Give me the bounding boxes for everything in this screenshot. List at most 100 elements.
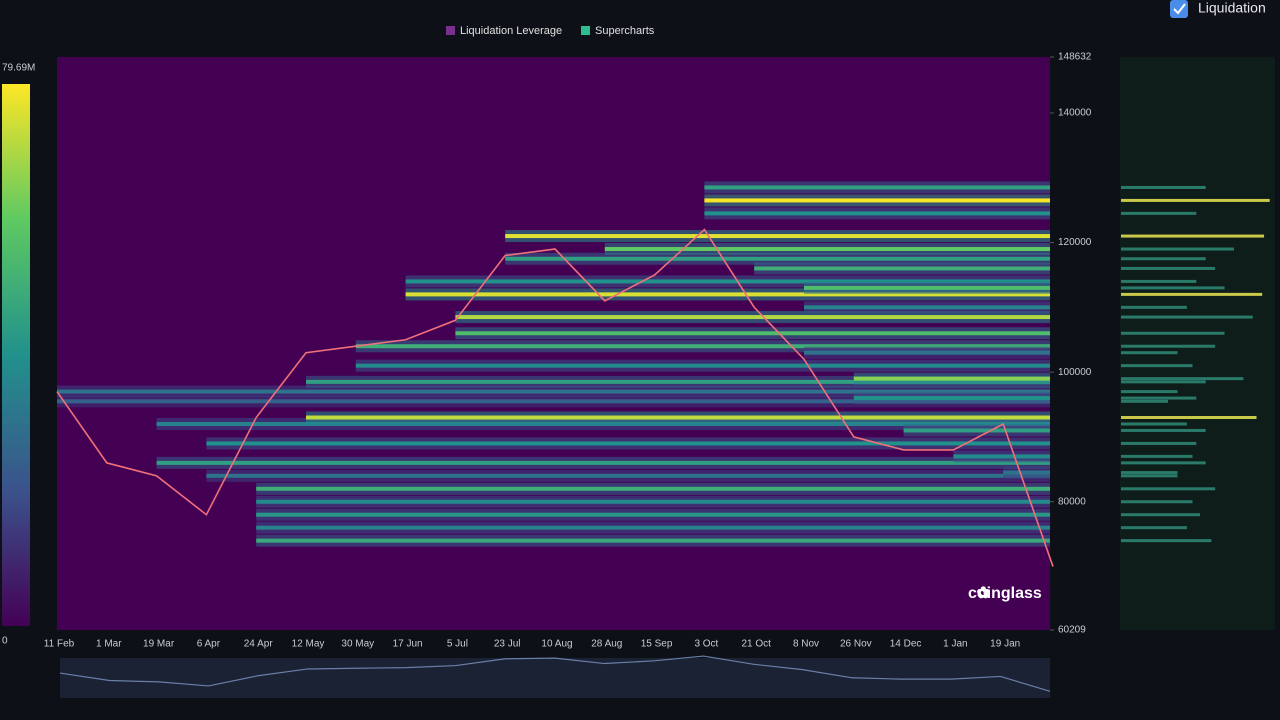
heat-band [704,198,1050,203]
heat-band [57,399,1050,404]
heat-band [306,415,1050,420]
x-tick-label: 19 Mar [143,639,175,650]
profile-bar [1121,416,1257,420]
y-tick-label: 140000 [1058,108,1092,119]
heat-band [505,234,1050,239]
x-tick-label: 1 Mar [96,639,122,650]
profile-bar [1121,500,1193,504]
navigator-line [59,655,1051,692]
watermark: coinglass [968,585,1042,602]
x-tick-label: 15 Sep [641,639,673,650]
navigator[interactable] [60,658,1050,698]
toggle-checkbox[interactable] [1170,0,1188,18]
profile-bar [1121,305,1187,309]
x-tick-label: 14 Dec [890,639,922,650]
profile-bar [1121,364,1193,368]
profile-bar [1121,266,1216,270]
heat-band [804,285,1050,290]
heat-band [156,421,1051,426]
legend-swatch [446,26,455,35]
profile-bar [1121,380,1206,384]
heat-band [1003,470,1050,475]
x-tick-label: 17 Jun [393,639,423,650]
x-tick-label: 10 Aug [541,639,572,650]
y-tick-label: 148632 [1058,52,1092,63]
heat-band [804,350,1050,355]
profile-background [1120,57,1275,630]
profile-bar [1121,539,1212,543]
x-tick-label: 12 May [292,639,325,650]
heat-band [455,315,1050,320]
heat-band [256,512,1050,517]
heat-band [754,266,1050,271]
legend-label: Supercharts [595,25,655,37]
profile-bar [1121,422,1187,426]
heat-band [903,428,1050,433]
profile-bar [1121,526,1187,530]
profile-bar [1121,331,1225,335]
x-tick-label: 11 Feb [44,639,75,650]
x-tick-label: 23 Jul [494,639,521,650]
profile-bar [1121,279,1197,283]
colorbar-label: 0 [2,636,8,647]
profile-bar [1121,454,1193,458]
heat-band [604,247,1050,252]
profile-bar [1121,315,1253,319]
heat-band [704,185,1050,190]
y-tick-label: 120000 [1058,237,1092,248]
profile-bar [1121,396,1197,400]
y-tick-label: 100000 [1058,367,1092,378]
y-tick-label: 60209 [1058,625,1086,636]
colorbar-label: 79.69M [2,63,35,74]
x-tick-label: 21 Oct [741,639,771,650]
toggle-label[interactable]: Liquidation [1198,0,1266,16]
profile-bar [1121,247,1234,251]
profile-bar [1121,234,1265,238]
watermark-icon: ✿ [977,585,990,602]
heat-band [853,396,1050,401]
heat-band [853,376,1050,381]
profile-bar [1121,399,1169,403]
heat-band [156,460,1051,465]
profile-bar [1121,185,1206,189]
heat-band [804,305,1050,310]
check-icon [1173,3,1186,15]
profile-bar [1121,513,1201,517]
legend-swatch [581,26,590,35]
profile-bar [1121,292,1263,296]
profile-bar [1121,198,1270,202]
profile-bar [1121,487,1216,491]
heat-band [704,211,1050,216]
heat-band [306,379,1050,384]
heatmap [57,181,1051,547]
profile-bar [1121,286,1225,290]
heat-band [355,344,1050,349]
x-tick-label: 30 May [341,639,374,650]
price-line [56,228,1054,567]
heat-band [206,441,1050,446]
profile-bar [1121,428,1206,432]
heat-band [953,454,1050,459]
heat-band [455,331,1050,336]
heat-band [405,292,1051,297]
x-tick-label: 8 Nov [793,639,819,650]
x-tick-label: 3 Oct [694,639,718,650]
heat-band [505,256,1050,261]
profile-bar [1121,351,1178,355]
y-tick-label: 80000 [1058,496,1086,507]
profile-bar [1121,257,1206,261]
profile-bar [1121,344,1216,348]
x-tick-label: 1 Jan [943,639,967,650]
colorbar [2,84,30,626]
profile-bar [1121,390,1178,394]
heat-band [256,486,1050,491]
x-tick-label: 5 Jul [447,639,468,650]
profile-bar [1121,461,1206,465]
heat-band [256,499,1050,504]
legend-label: Liquidation Leverage [460,25,562,37]
x-tick-label: 6 Apr [197,639,221,650]
profile-bar [1121,441,1197,445]
heat-band [256,538,1050,543]
profile-bar [1121,471,1178,475]
